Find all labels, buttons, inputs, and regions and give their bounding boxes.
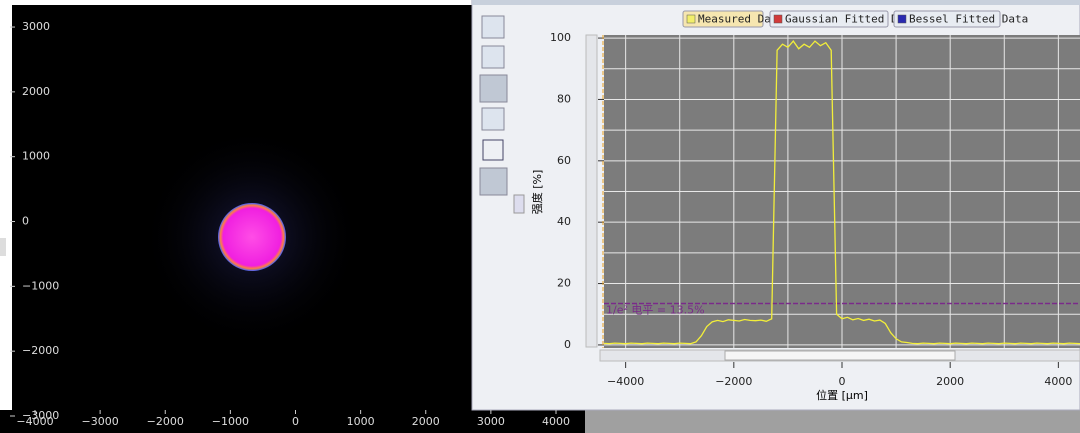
tool-button[interactable] (479, 74, 508, 103)
tool-button[interactable] (482, 139, 504, 161)
vertical-scrollbar[interactable] (585, 34, 598, 348)
x-axis-strip (0, 410, 585, 433)
threshold-label: 1/e² 电平 = 13.5% (606, 304, 705, 317)
y-tick-label: 3000 (22, 20, 50, 33)
splitter-handle (0, 238, 6, 256)
y-tick-label: 40 (557, 215, 571, 228)
x-axis-label: 位置 [μm] (816, 388, 868, 402)
legend-button[interactable] (682, 10, 764, 28)
y-axis-label: 强度 [%] (530, 170, 544, 215)
tool-button[interactable] (481, 107, 505, 131)
y-tick-label: 2000 (22, 85, 50, 98)
x-tick-label: −4000 (607, 375, 644, 388)
legend-swatch (897, 14, 907, 24)
x-tick-label: 1000 (347, 415, 375, 428)
y-tick-label: 1000 (22, 150, 50, 163)
x-tick-label: 0 (292, 415, 299, 428)
gray-area (585, 410, 1080, 433)
data-line (603, 40, 1080, 345)
legend-button[interactable] (893, 10, 1001, 28)
beam-spot (218, 203, 286, 271)
x-tick-label: 2000 (412, 415, 440, 428)
legend-label: Gaussian Fitted Data (785, 13, 917, 26)
y-tick-label: −3000 (22, 409, 59, 422)
x-tick-label: 3000 (477, 415, 505, 428)
x-tick-label: −1000 (212, 415, 249, 428)
x-tick-label: 4000 (1044, 375, 1072, 388)
tool-button[interactable] (481, 15, 505, 39)
x-tick-label: 4000 (542, 415, 570, 428)
y-tick-label: 100 (550, 31, 571, 44)
toolbar (479, 15, 525, 214)
y-tick-label: 80 (557, 92, 571, 105)
legend-label: Measured Data (698, 13, 784, 26)
y-tick-label: −2000 (22, 344, 59, 357)
title-bar (472, 0, 1080, 5)
x-tick-label: −3000 (82, 415, 119, 428)
y-tick-label: 0 (22, 215, 29, 228)
legend-label: Bessel Fitted Data (909, 13, 1028, 26)
legend: Measured Data Gaussian Fitted DataBessel … (682, 10, 1028, 28)
y-tick-label: 60 (557, 154, 571, 167)
y-tick-label: −1000 (22, 279, 59, 292)
y-tick-label: 20 (557, 277, 571, 290)
x-tick-label: 0 (839, 375, 846, 388)
legend-swatch (773, 14, 783, 24)
y-tick-label: 0 (564, 338, 571, 351)
x-tick-label: −2000 (715, 375, 752, 388)
tool-button[interactable] (481, 45, 505, 69)
tool-button[interactable] (479, 167, 508, 196)
x-tick-label: 2000 (936, 375, 964, 388)
x-tick-label: −4000 (16, 415, 53, 428)
legend-swatch (686, 14, 696, 24)
scroll-thumb[interactable] (724, 350, 956, 361)
collapse-button[interactable] (513, 194, 525, 214)
legend-button[interactable] (769, 10, 889, 28)
x-tick-label: −2000 (147, 415, 184, 428)
